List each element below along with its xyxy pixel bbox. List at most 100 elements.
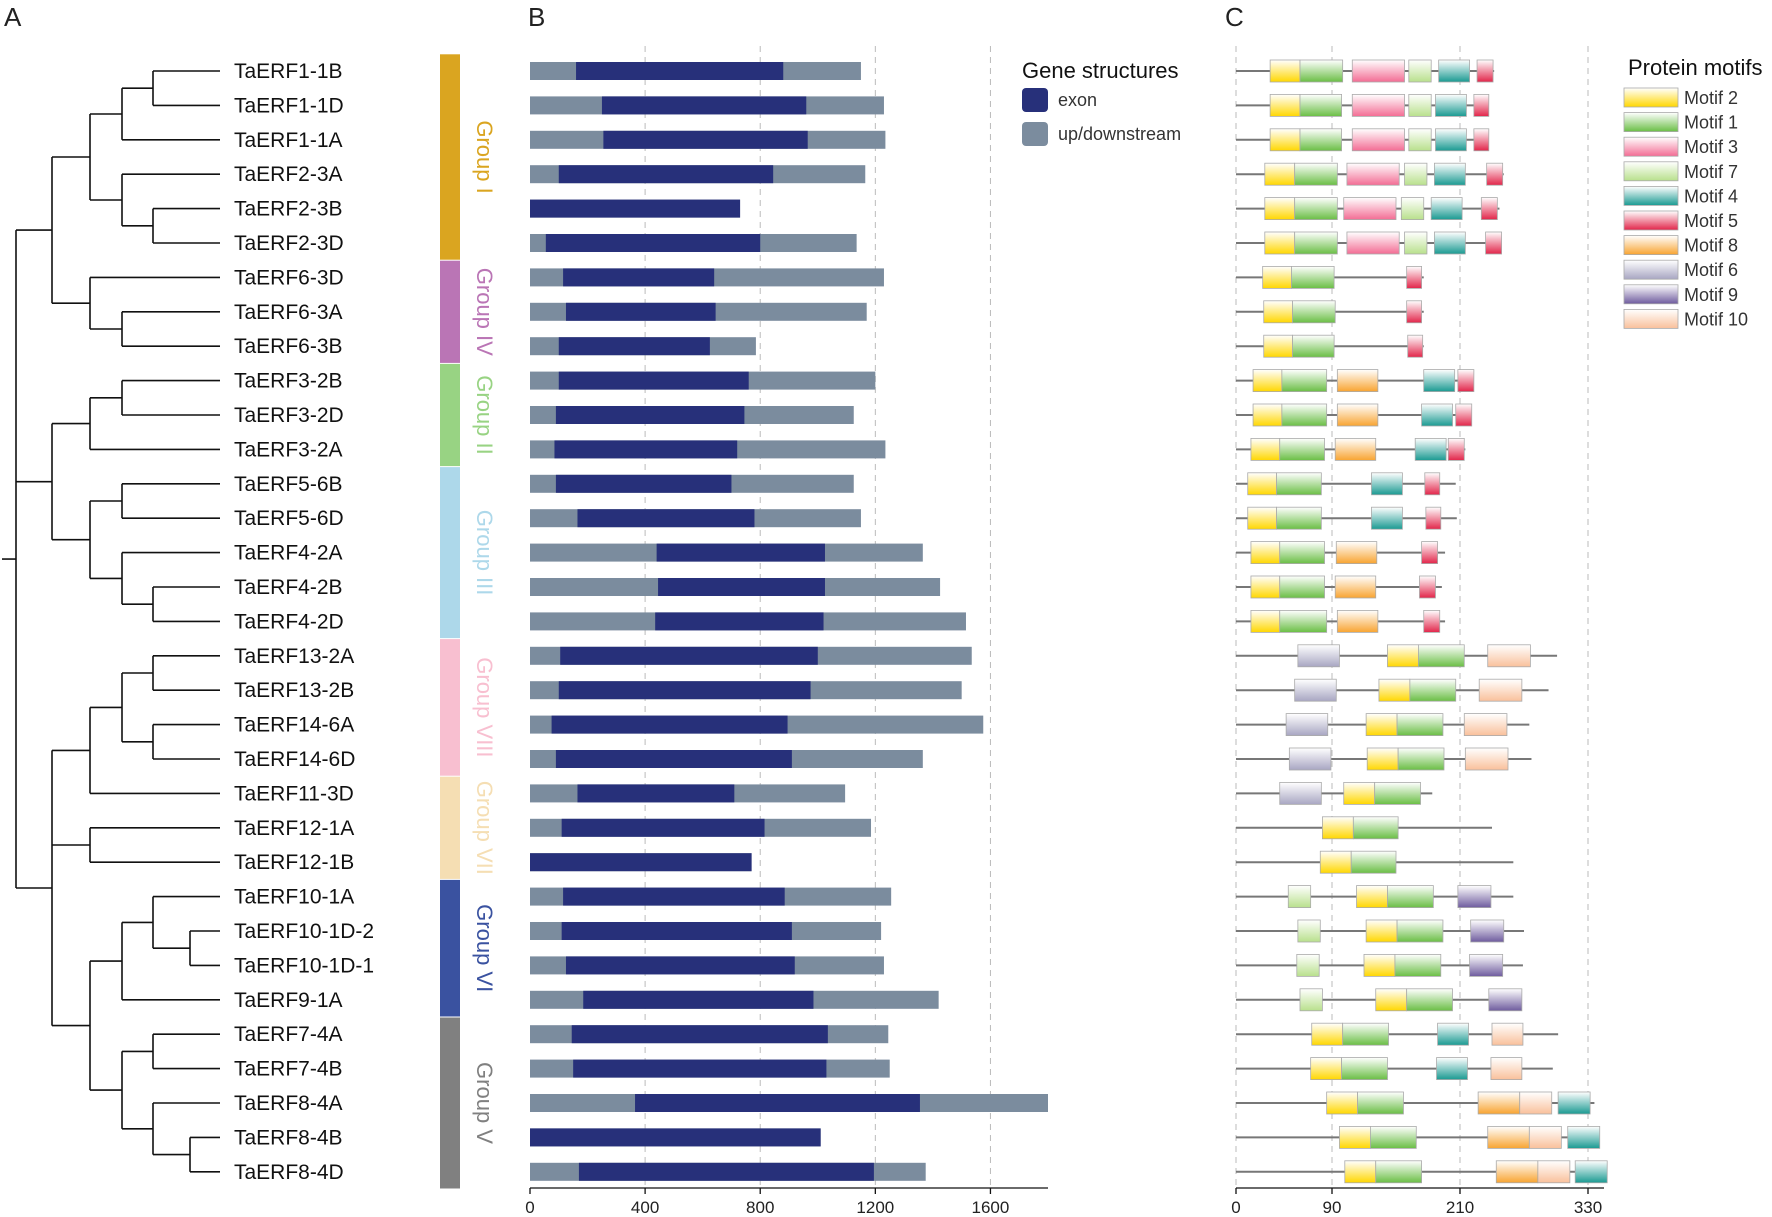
motif-box-10-taerf14-6d bbox=[1464, 747, 1509, 771]
x-tick-label-b-1600: 1600 bbox=[972, 1198, 1010, 1217]
gene-label-taerf1-1b: TaERF1-1B bbox=[234, 60, 343, 83]
exon-bar-taerf4-2a bbox=[656, 543, 825, 562]
exon-bar-taerf10-1a bbox=[563, 887, 785, 906]
motif-box-2-taerf2-3d bbox=[1264, 231, 1296, 255]
legend-label-motif-1: Motif 1 bbox=[1684, 113, 1738, 133]
motif-box-2-taerf12-1b bbox=[1319, 850, 1352, 874]
gene-label-taerf6-3a: TaERF6-3A bbox=[234, 301, 343, 324]
motif-box-2-taerf6-3b bbox=[1263, 334, 1293, 358]
motif-box-2-taerf9-1a bbox=[1375, 988, 1408, 1012]
motif-box-8-taerf3-2b bbox=[1336, 369, 1379, 393]
motif-box-1-taerf4-2d bbox=[1279, 610, 1328, 633]
motif-box-2-taerf13-2b bbox=[1378, 678, 1411, 702]
legend-swatch-exon bbox=[1022, 88, 1048, 112]
motif-box-8-taerf4-2a bbox=[1335, 541, 1378, 564]
motif-box-1-taerf3-2b bbox=[1281, 369, 1328, 393]
motif-box-2-taerf3-2a bbox=[1250, 437, 1281, 461]
x-tick-label-b-1200: 1200 bbox=[856, 1198, 894, 1217]
gene-label-taerf8-4a: TaERF8-4A bbox=[234, 1092, 343, 1115]
motif-box-5-taerf1-1a bbox=[1473, 128, 1490, 152]
legend-swatch-motif-2 bbox=[1623, 87, 1679, 108]
gene-label-taerf13-2a: TaERF13-2A bbox=[234, 645, 354, 668]
motif-box-1-taerf8-4b bbox=[1370, 1126, 1417, 1149]
gene-label-taerf13-2b: TaERF13-2B bbox=[234, 679, 354, 702]
motif-box-8-taerf8-4d bbox=[1495, 1160, 1539, 1184]
motif-box-1-taerf6-3d bbox=[1291, 265, 1335, 289]
motif-box-5-taerf4-2a bbox=[1421, 541, 1438, 564]
legend-label-motif-8: Motif 8 bbox=[1684, 236, 1738, 256]
legend-swatch-motif-3 bbox=[1623, 136, 1679, 157]
motif-box-6-taerf14-6a bbox=[1285, 713, 1329, 736]
motif-box-5-taerf6-3b bbox=[1407, 334, 1424, 358]
motif-box-4-taerf7-4a bbox=[1437, 1022, 1469, 1046]
motif-box-1-taerf12-1a bbox=[1352, 816, 1399, 840]
motif-box-6-taerf13-2a bbox=[1297, 644, 1340, 668]
motif-box-3-taerf2-3b bbox=[1343, 197, 1397, 221]
motif-box-4-taerf2-3d bbox=[1434, 231, 1466, 255]
exon-bar-taerf5-6d bbox=[577, 509, 755, 528]
motif-box-1-taerf13-2b bbox=[1409, 678, 1457, 702]
legend-swatch-up-downstream bbox=[1022, 122, 1048, 146]
motif-box-5-taerf2-3a bbox=[1486, 162, 1504, 186]
exon-bar-taerf11-3d bbox=[577, 784, 735, 803]
motif-box-2-taerf10-1d-1 bbox=[1363, 954, 1396, 977]
gene-label-taerf8-4b: TaERF8-4B bbox=[234, 1126, 343, 1149]
gene-label-taerf1-1d: TaERF1-1D bbox=[234, 94, 344, 117]
legend-title-gene-structures: Gene structures bbox=[1022, 58, 1179, 83]
motif-box-10-taerf14-6a bbox=[1463, 713, 1508, 736]
legend-label-motif-6: Motif 6 bbox=[1684, 260, 1738, 280]
motif-box-2-taerf3-2b bbox=[1252, 369, 1283, 393]
motif-box-1-taerf5-6d bbox=[1276, 506, 1322, 530]
motif-box-1-taerf14-6a bbox=[1396, 713, 1444, 736]
gene-label-taerf7-4b: TaERF7-4B bbox=[234, 1058, 343, 1081]
motif-box-3-taerf2-3d bbox=[1346, 231, 1400, 255]
panel-label-c: C bbox=[1225, 2, 1244, 32]
gene-label-taerf4-2b: TaERF4-2B bbox=[234, 576, 343, 599]
motif-box-2-taerf5-6b bbox=[1247, 472, 1277, 496]
exon-bar-taerf5-6b bbox=[555, 474, 732, 493]
group-label-group-iii: Group III bbox=[472, 510, 497, 596]
exon-bar-taerf12-1a bbox=[561, 818, 765, 837]
motif-box-4-taerf5-6b bbox=[1371, 472, 1403, 496]
motif-box-1-taerf3-2a bbox=[1279, 437, 1325, 461]
gene-label-taerf9-1a: TaERF9-1A bbox=[234, 989, 343, 1012]
x-tick-label-c-0: 0 bbox=[1231, 1198, 1240, 1217]
exon-bar-taerf9-1a bbox=[583, 990, 814, 1009]
motif-box-4-taerf5-6d bbox=[1371, 506, 1403, 530]
motif-box-10-taerf13-2b bbox=[1478, 678, 1523, 702]
motif-box-6-taerf11-3d bbox=[1279, 782, 1322, 805]
motif-box-4-taerf7-4b bbox=[1436, 1057, 1468, 1080]
motif-box-5-taerf5-6d bbox=[1425, 506, 1442, 530]
motif-box-7-taerf1-1d bbox=[1408, 94, 1432, 117]
legend-swatch-motif-7 bbox=[1623, 161, 1679, 182]
motif-box-1-taerf8-4a bbox=[1357, 1091, 1404, 1115]
motif-box-9-taerf10-1d-1 bbox=[1469, 954, 1504, 977]
group-color-bar: Group I Group IV Group II Group III Group VI… bbox=[440, 54, 497, 1189]
motif-box-3-taerf1-1d bbox=[1351, 94, 1405, 117]
gene-label-taerf6-3d: TaERF6-3D bbox=[234, 266, 344, 289]
group-bar-group-vi bbox=[440, 879, 460, 1017]
group-label-group-ii: Group II bbox=[472, 375, 497, 454]
panel-label-a: A bbox=[4, 2, 22, 32]
motif-box-7-taerf2-3a bbox=[1404, 162, 1428, 186]
motif-box-8-taerf4-2b bbox=[1334, 575, 1377, 599]
motif-box-2-taerf2-3a bbox=[1264, 162, 1296, 186]
gene-label-taerf3-2b: TaERF3-2B bbox=[234, 370, 343, 393]
exon-bar-taerf10-1d-2 bbox=[561, 922, 792, 940]
motif-box-2-taerf1-1a bbox=[1269, 128, 1301, 152]
motif-box-2-taerf7-4a bbox=[1311, 1022, 1344, 1046]
motif-box-10-taerf8-4a bbox=[1519, 1091, 1553, 1115]
motif-box-10-taerf8-4b bbox=[1528, 1126, 1562, 1149]
motif-box-2-taerf5-6d bbox=[1247, 506, 1277, 530]
motif-box-1-taerf1-1d bbox=[1299, 94, 1342, 117]
motif-box-2-taerf3-2d bbox=[1252, 403, 1283, 427]
group-label-group-iv: Group IV bbox=[472, 268, 497, 356]
exon-bar-taerf14-6a bbox=[551, 715, 788, 734]
motif-box-7-taerf9-1a bbox=[1299, 988, 1323, 1012]
motif-box-1-taerf4-2a bbox=[1279, 541, 1325, 564]
motif-box-7-taerf2-3b bbox=[1400, 197, 1425, 221]
motif-box-5-taerf4-2d bbox=[1423, 610, 1441, 633]
motif-box-1-taerf8-4d bbox=[1375, 1160, 1422, 1184]
motif-box-2-taerf11-3d bbox=[1343, 782, 1376, 805]
group-bar-group-i bbox=[440, 54, 460, 260]
